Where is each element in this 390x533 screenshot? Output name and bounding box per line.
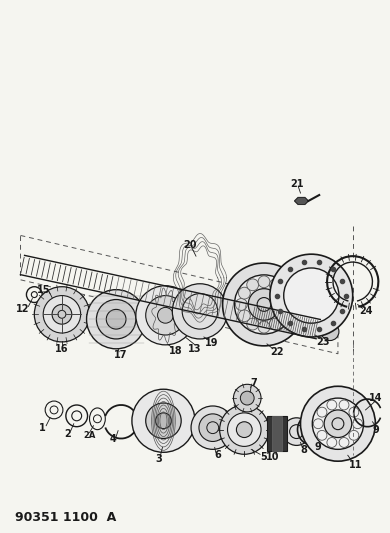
Circle shape [247,279,259,290]
Circle shape [270,254,353,337]
Text: 10: 10 [266,452,280,462]
Text: 11: 11 [349,460,362,470]
Circle shape [172,284,227,339]
Circle shape [283,418,310,446]
Circle shape [247,318,259,330]
Circle shape [258,321,270,333]
Circle shape [132,389,195,453]
Text: 24: 24 [359,306,372,317]
Circle shape [238,310,250,322]
Circle shape [238,287,250,299]
Text: 9: 9 [372,425,379,434]
Circle shape [324,410,352,438]
Text: 19: 19 [205,338,218,348]
Circle shape [321,323,339,341]
Circle shape [191,406,234,449]
Circle shape [234,275,294,334]
Circle shape [220,405,269,454]
Text: 2: 2 [64,429,71,439]
Circle shape [258,276,270,288]
Circle shape [284,268,339,323]
Circle shape [106,309,126,329]
Text: 12: 12 [16,304,29,314]
Text: 5: 5 [261,452,268,462]
Text: 20: 20 [183,240,197,251]
Circle shape [223,263,305,346]
Circle shape [236,298,247,310]
Circle shape [158,308,173,323]
Circle shape [278,287,289,299]
Text: 18: 18 [168,346,182,356]
Text: 21: 21 [290,179,303,189]
Circle shape [34,287,90,342]
Circle shape [52,304,72,324]
Circle shape [136,286,195,345]
Text: 17: 17 [114,350,128,360]
Circle shape [146,296,185,335]
Text: 22: 22 [270,347,284,357]
Circle shape [278,310,289,322]
Text: 4: 4 [110,434,117,445]
Text: 1: 1 [39,423,46,433]
Circle shape [240,391,254,405]
Text: 8: 8 [300,446,307,455]
Text: 7: 7 [251,378,257,389]
Circle shape [96,300,136,339]
Text: 15: 15 [37,285,51,295]
Text: 90351 1100  A: 90351 1100 A [14,512,116,524]
Polygon shape [294,198,308,204]
Text: 13: 13 [188,344,202,354]
Circle shape [300,386,376,461]
Circle shape [199,414,227,441]
Circle shape [87,289,146,349]
Circle shape [156,413,171,429]
Text: 9: 9 [315,442,322,453]
Text: 2A: 2A [83,431,96,440]
Circle shape [234,384,261,412]
Circle shape [236,422,252,438]
Circle shape [312,398,363,449]
Circle shape [248,289,280,320]
Circle shape [227,413,261,447]
Text: 23: 23 [316,337,330,347]
Circle shape [269,318,281,330]
Text: 6: 6 [214,450,221,461]
Circle shape [281,298,292,310]
Circle shape [43,296,81,333]
Circle shape [146,403,181,439]
Text: 16: 16 [55,344,69,354]
Bar [272,416,282,451]
Bar [267,416,287,451]
Text: 14: 14 [369,393,382,403]
Circle shape [269,279,281,290]
Text: 3: 3 [155,454,162,464]
